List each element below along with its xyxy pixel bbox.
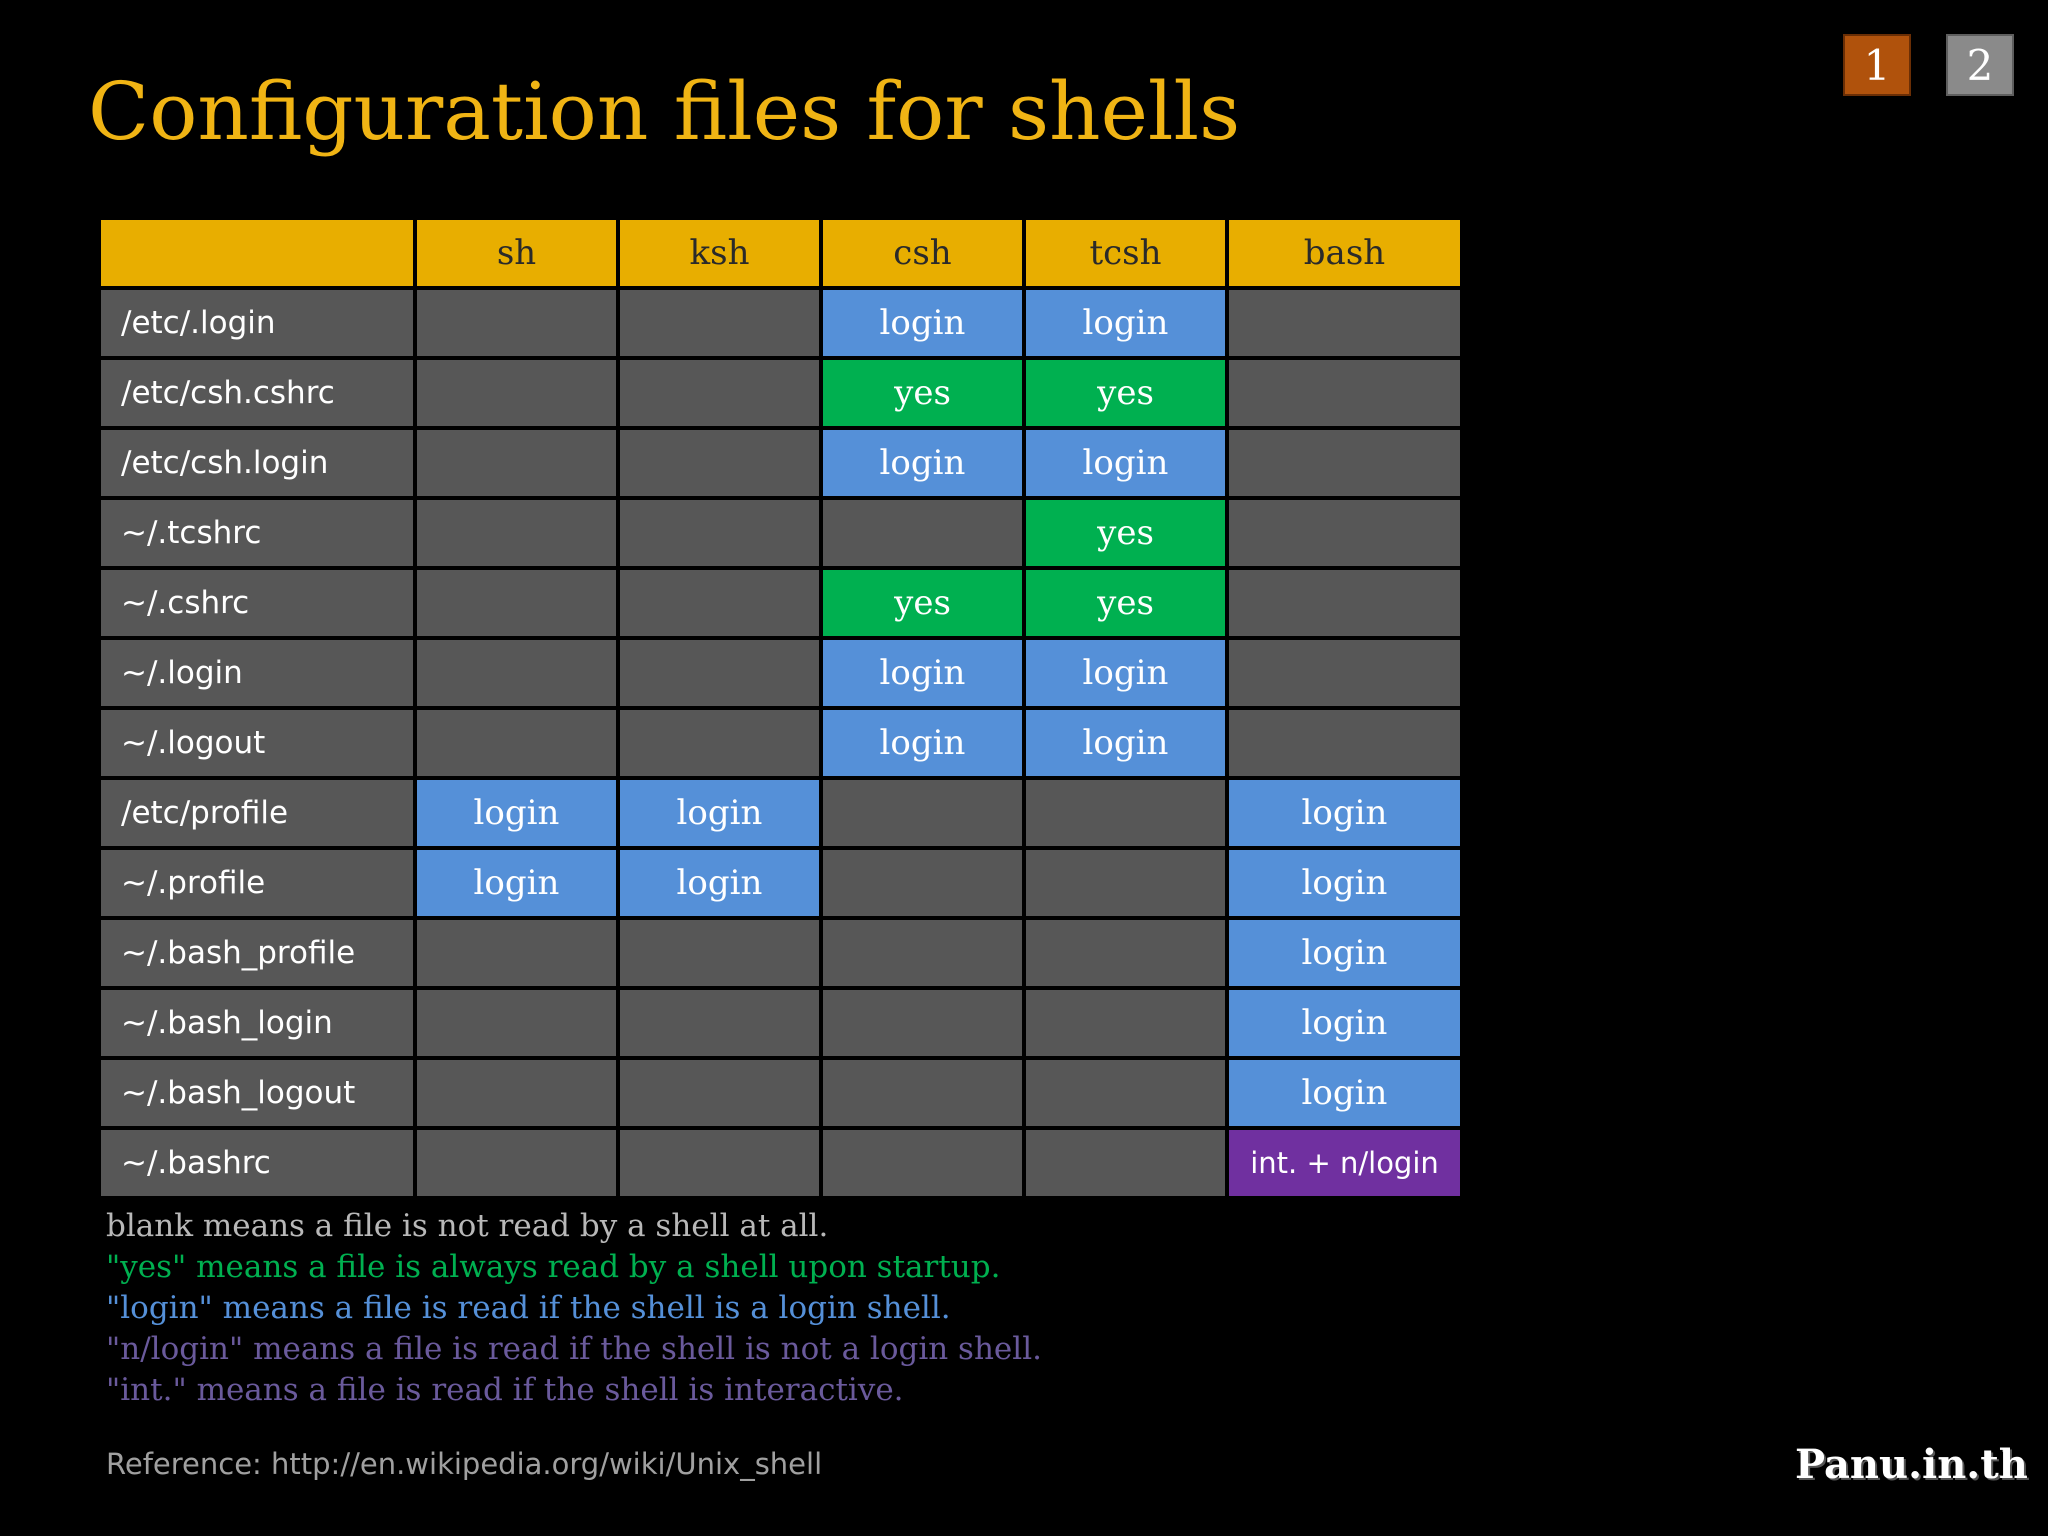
header-cell-blank — [101, 220, 413, 286]
table-cell — [620, 500, 819, 566]
page-2-button[interactable]: 2 — [1946, 34, 2014, 96]
header-cell-tcsh: tcsh — [1026, 220, 1225, 286]
table-cell — [1026, 850, 1225, 916]
table-cell — [1026, 990, 1225, 1056]
row-label: ~/.logout — [101, 710, 413, 776]
legend-yes: "yes" means a file is always read by a s… — [106, 1249, 1001, 1285]
table-cell — [417, 920, 616, 986]
legend-int: "int." means a file is read if the shell… — [106, 1372, 904, 1408]
table-cell — [620, 710, 819, 776]
table-cell: login — [823, 640, 1022, 706]
table-cell: login — [1229, 990, 1460, 1056]
row-label: ~/.cshrc — [101, 570, 413, 636]
table-cell — [620, 640, 819, 706]
table-cell: yes — [1026, 500, 1225, 566]
table-cell — [620, 1130, 819, 1196]
table-cell: int. + n/login — [1229, 1130, 1460, 1196]
header-cell-csh: csh — [823, 220, 1022, 286]
header-cell-sh: sh — [417, 220, 616, 286]
table-cell — [823, 990, 1022, 1056]
table-cell: login — [417, 780, 616, 846]
table-cell: login — [823, 290, 1022, 356]
table-cell: yes — [1026, 360, 1225, 426]
legend-blank: blank means a file is not read by a shel… — [106, 1208, 829, 1244]
table-cell — [1229, 290, 1460, 356]
table-cell: yes — [823, 360, 1022, 426]
row-label: ~/.login — [101, 640, 413, 706]
table-cell — [1229, 430, 1460, 496]
table-cell: login — [1026, 430, 1225, 496]
table-cell: login — [823, 430, 1022, 496]
row-label: /etc/.login — [101, 290, 413, 356]
table-cell — [620, 990, 819, 1056]
row-label: /etc/profile — [101, 780, 413, 846]
table-cell: yes — [823, 570, 1022, 636]
table-cell — [1026, 780, 1225, 846]
table-cell: login — [1026, 710, 1225, 776]
header-cell-bash: bash — [1229, 220, 1460, 286]
table-cell — [417, 430, 616, 496]
table-cell — [417, 500, 616, 566]
table-cell — [417, 1060, 616, 1126]
table-cell — [823, 1060, 1022, 1126]
table-cell — [417, 990, 616, 1056]
table-cell — [620, 920, 819, 986]
slide-title: Configuration files for shells — [88, 65, 1241, 158]
table-cell: login — [1229, 1060, 1460, 1126]
row-label: ~/.bashrc — [101, 1130, 413, 1196]
row-label: ~/.profile — [101, 850, 413, 916]
table-cell: login — [1229, 780, 1460, 846]
table-cell — [1229, 710, 1460, 776]
brand-logo: Panu.in.th — [1795, 1441, 2028, 1488]
table-cell — [417, 1130, 616, 1196]
table-cell — [823, 850, 1022, 916]
table-cell — [417, 640, 616, 706]
legend-nlogin: "n/login" means a file is read if the sh… — [106, 1331, 1042, 1367]
table-cell: login — [1026, 290, 1225, 356]
row-label: ~/.bash_login — [101, 990, 413, 1056]
table-cell — [620, 290, 819, 356]
table-cell — [823, 920, 1022, 986]
table-cell — [620, 360, 819, 426]
table-cell — [1026, 920, 1225, 986]
legend-login: "login" means a file is read if the shel… — [106, 1290, 951, 1326]
header-cell-ksh: ksh — [620, 220, 819, 286]
table-cell: login — [620, 850, 819, 916]
legend: blank means a file is not read by a shel… — [106, 1206, 1042, 1411]
table-cell — [823, 500, 1022, 566]
table-cell — [1026, 1130, 1225, 1196]
table-cell — [1229, 640, 1460, 706]
table-cell — [417, 290, 616, 356]
row-label: ~/.tcshrc — [101, 500, 413, 566]
table-cell — [823, 780, 1022, 846]
table-cell: login — [1026, 640, 1225, 706]
table-cell — [620, 1060, 819, 1126]
table-cell — [417, 570, 616, 636]
row-label: /etc/csh.cshrc — [101, 360, 413, 426]
row-label: /etc/csh.login — [101, 430, 413, 496]
table-cell — [1229, 570, 1460, 636]
table-cell: login — [620, 780, 819, 846]
table-cell: login — [1229, 920, 1460, 986]
shell-config-table: sh ksh csh tcsh bash /etc/.login login log… — [101, 220, 1460, 1196]
table-cell — [823, 1130, 1022, 1196]
table-cell — [620, 570, 819, 636]
table-cell — [417, 360, 616, 426]
row-label: ~/.bash_logout — [101, 1060, 413, 1126]
table-cell: login — [417, 850, 616, 916]
table-cell: yes — [1026, 570, 1225, 636]
table-cell — [1229, 500, 1460, 566]
table-cell: login — [823, 710, 1022, 776]
table-cell — [417, 710, 616, 776]
table-cell: login — [1229, 850, 1460, 916]
row-label: ~/.bash_profile — [101, 920, 413, 986]
table-cell — [1229, 360, 1460, 426]
table-cell — [620, 430, 819, 496]
page-1-button[interactable]: 1 — [1843, 34, 1911, 96]
reference-text: Reference: http://en.wikipedia.org/wiki/… — [106, 1447, 823, 1481]
table-cell — [1026, 1060, 1225, 1126]
